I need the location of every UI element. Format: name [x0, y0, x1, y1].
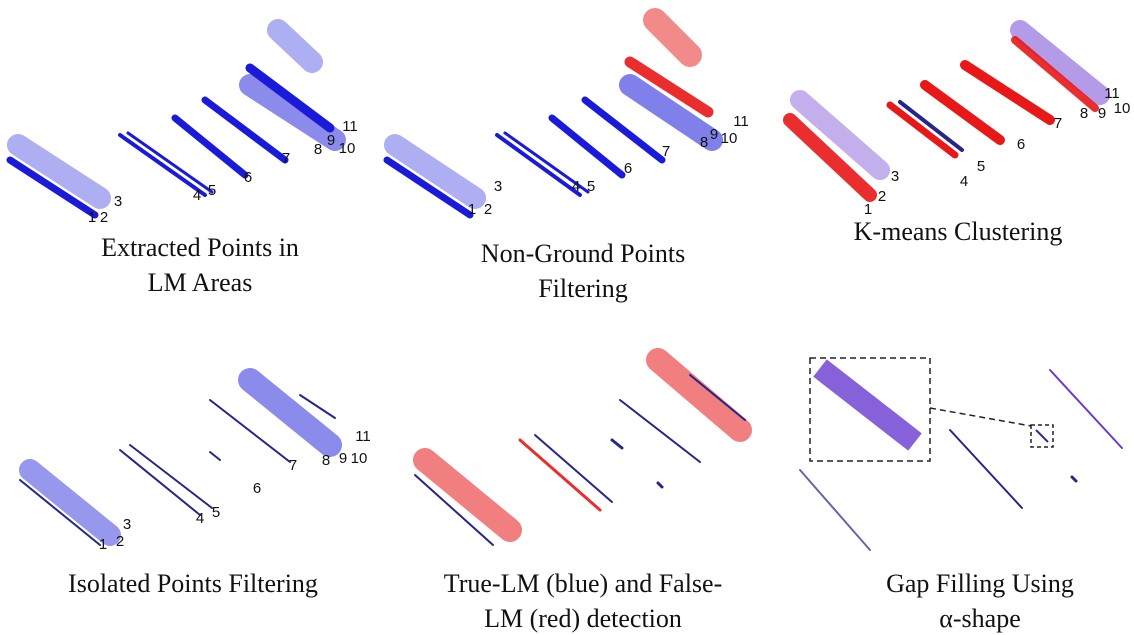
marking-label: 2: [116, 533, 124, 550]
marking-label: 3: [114, 193, 122, 210]
lane-marking: [612, 440, 622, 448]
marking-label: 9: [327, 132, 335, 149]
caption: Filtering: [538, 274, 628, 303]
lane-marking: [950, 430, 1022, 508]
lane-marking: [1072, 477, 1076, 481]
marking-label: 4: [960, 173, 968, 190]
caption: K-means Clustering: [854, 217, 1063, 246]
lane-marking: [130, 445, 212, 508]
marking-label: 8: [1080, 105, 1088, 122]
lane-marking: [497, 135, 580, 195]
marking-label: 2: [484, 201, 492, 218]
lane-marking: [535, 435, 612, 502]
marking-label: 8: [322, 452, 330, 469]
lane-marking: [210, 452, 220, 460]
lane-marking: [890, 105, 955, 155]
marking-label: 6: [624, 160, 632, 177]
lane-marking: [120, 450, 200, 515]
lane-marking: [175, 118, 245, 175]
lane-marking: [1050, 370, 1122, 448]
marking-label: 8: [700, 134, 708, 151]
marking-label: 7: [662, 143, 670, 160]
marking-label: 11: [355, 428, 371, 445]
marking-label: 10: [1114, 100, 1131, 117]
lane-marking: [120, 135, 205, 195]
marking-label: 1: [864, 201, 872, 218]
marking-label: 9: [339, 450, 347, 467]
marking-label: 9: [1098, 105, 1106, 122]
marking-label: 2: [100, 209, 108, 226]
lane-marking: [658, 483, 662, 487]
inset: [810, 358, 1053, 461]
lane-marking: [250, 380, 330, 445]
lane-marking: [655, 20, 690, 55]
marking-label: 3: [123, 516, 131, 533]
marking-label: 8: [314, 141, 322, 158]
caption: Non-Ground Points: [481, 239, 685, 268]
marking-label: 1: [88, 209, 96, 226]
lane-marking: [250, 85, 335, 140]
marking-label: 6: [244, 169, 252, 186]
marking-label: 3: [494, 178, 502, 195]
marking-label: 2: [878, 188, 886, 205]
marking-label: 1: [99, 536, 107, 553]
marking-label: 4: [572, 178, 580, 195]
lane-marking: [1020, 30, 1100, 95]
caption: LM Areas: [148, 268, 253, 297]
lane-marking: [965, 65, 1050, 120]
marking-label: 5: [977, 158, 985, 175]
marking-label: 10: [351, 450, 368, 467]
marking-label: 11: [342, 118, 358, 135]
marking-label: 10: [721, 130, 738, 147]
marking-label: 1: [468, 201, 476, 218]
caption: α-shape: [939, 604, 1020, 633]
lane-marking: [800, 470, 870, 550]
marking-label: 9: [710, 126, 718, 143]
caption: True-LM (blue) and False-: [444, 569, 722, 598]
marking-label: 5: [587, 178, 595, 195]
lane-marking: [658, 360, 740, 430]
lane-marking: [520, 440, 600, 510]
marking-label: 7: [1054, 115, 1062, 132]
marking-label: 6: [1017, 136, 1025, 153]
marking-label: 7: [289, 457, 297, 474]
marking-label: 6: [253, 480, 261, 497]
figure: 1234567891011Extracted Points inLM Areas…: [0, 0, 1134, 635]
lane-marking: [620, 400, 700, 462]
lane-marking: [552, 118, 622, 175]
marking-label: 4: [193, 187, 201, 204]
marking-label: 10: [339, 140, 356, 157]
panel: Gap Filling Using α-shape: [800, 370, 1122, 633]
caption: LM (red) detection: [484, 604, 682, 633]
caption: Extracted Points in: [101, 233, 299, 262]
lane-marking: [30, 470, 110, 535]
marking-label: 7: [282, 150, 290, 167]
lane-marking: [278, 30, 312, 62]
marking-label: 11: [1104, 85, 1120, 102]
marking-label: 4: [196, 510, 204, 527]
marking-label: 11: [733, 113, 749, 130]
caption: Isolated Points Filtering: [68, 569, 318, 598]
caption: Gap Filling Using: [886, 569, 1074, 598]
marking-label: 5: [208, 182, 216, 199]
marking-label: 5: [212, 504, 220, 521]
marking-label: 3: [891, 168, 899, 185]
panel: True-LM (blue) and False- LM (red) detect…: [415, 360, 745, 633]
